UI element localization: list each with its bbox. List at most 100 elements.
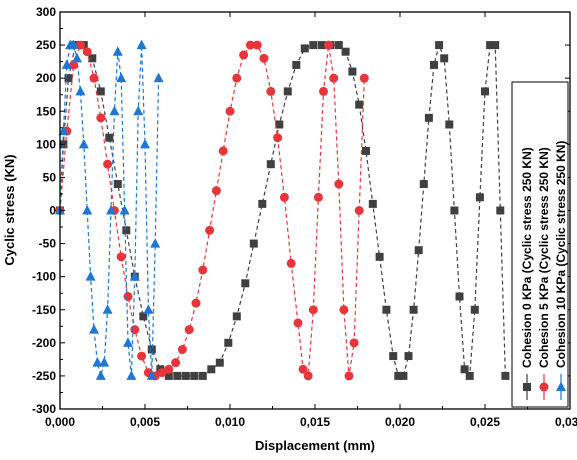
data-point	[339, 305, 349, 315]
data-point	[153, 72, 164, 83]
data-point	[147, 345, 156, 354]
data-point	[303, 371, 313, 381]
data-point	[293, 318, 303, 328]
data-point	[313, 192, 323, 202]
data-point	[455, 292, 464, 301]
data-point	[78, 138, 89, 149]
data-point	[424, 113, 433, 122]
legend-box	[511, 81, 569, 408]
data-point	[130, 325, 140, 335]
data-point	[133, 105, 144, 116]
legend-label: Cohesion 10 KPa (Cyclic stress 250 KN)	[554, 141, 568, 368]
data-point	[279, 192, 289, 202]
data-point	[92, 357, 103, 367]
series-3	[55, 39, 164, 380]
x-tick-label: 0,015	[300, 415, 330, 429]
y-axis-title: Cyclic stress (KN)	[2, 154, 17, 265]
data-point	[177, 344, 187, 354]
data-point	[348, 67, 357, 76]
data-point	[68, 39, 79, 50]
data-point	[334, 41, 343, 50]
data-point	[501, 371, 510, 380]
legend: Cohesion 0 KPa (Cyclic stress 250 KN) Coh…	[511, 81, 569, 408]
data-point	[58, 125, 69, 136]
y-tick-label: 100	[36, 137, 56, 151]
data-point	[362, 146, 370, 155]
data-point	[409, 305, 418, 314]
legend-marker	[523, 383, 531, 391]
data-point	[460, 365, 469, 374]
data-point	[259, 53, 269, 63]
data-point	[184, 325, 194, 335]
data-point	[224, 338, 233, 347]
data-point	[89, 324, 99, 334]
data-point	[225, 106, 235, 116]
data-point	[375, 252, 384, 261]
y-tick-label: -200	[32, 336, 56, 350]
data-point	[317, 41, 326, 50]
y-tick-label: -100	[32, 270, 56, 284]
data-point	[286, 258, 296, 268]
data-point	[116, 72, 127, 83]
data-point	[140, 138, 150, 149]
data-point	[123, 292, 133, 302]
data-point	[75, 40, 85, 50]
data-point	[334, 179, 344, 189]
axes: -300 -250 -200 -150 -100 -50 0 50 100 150 200 250 30…	[32, 5, 577, 429]
y-tick-label: 150	[36, 104, 56, 118]
data-point	[419, 180, 428, 189]
data-point	[470, 305, 479, 314]
data-point	[207, 365, 216, 374]
legend-marker	[556, 381, 566, 391]
data-point	[496, 206, 505, 215]
x-tick-label: 0,030	[555, 415, 577, 429]
x-tick-label: 0,025	[470, 415, 500, 429]
data-point	[96, 87, 105, 96]
data-point	[157, 368, 167, 378]
data-point	[198, 265, 208, 275]
data-point	[394, 371, 403, 380]
data-point	[382, 305, 391, 314]
data-point	[191, 298, 201, 308]
data-point	[258, 199, 267, 208]
legend-entry-2: Cohesion 5 KPa (Cyclic stress 250 KN)	[537, 147, 551, 400]
data-point	[252, 40, 262, 50]
data-point	[109, 105, 120, 116]
data-point	[164, 364, 174, 374]
data-point	[349, 338, 359, 348]
data-point	[266, 86, 276, 96]
data-point	[450, 206, 459, 215]
data-point	[273, 133, 283, 143]
y-tick-label: 50	[43, 170, 57, 184]
data-point	[435, 41, 444, 50]
data-point	[116, 252, 126, 262]
data-point	[414, 246, 423, 255]
x-tick-label: 0,010	[215, 415, 245, 429]
data-point	[344, 371, 354, 381]
data-point	[309, 41, 318, 50]
data-point	[368, 199, 377, 208]
data-point	[486, 41, 495, 50]
data-point	[283, 87, 292, 96]
legend-entry-1: Cohesion 0 KPa (Cyclic stress 250 KN)	[520, 147, 534, 400]
data-point	[106, 205, 116, 215]
data-point	[205, 225, 215, 235]
data-point	[69, 60, 79, 70]
data-point	[239, 50, 249, 60]
data-point	[324, 40, 334, 50]
data-point	[355, 100, 364, 109]
data-point	[354, 206, 364, 215]
data-point	[96, 113, 106, 123]
data-point	[89, 73, 99, 83]
legend-entry-3: Cohesion 10 KPa (Cyclic stress 250 KN)	[554, 141, 568, 400]
x-tick-label: 0,005	[130, 415, 160, 429]
data-point	[329, 73, 339, 83]
data-point	[399, 371, 408, 380]
data-point	[232, 312, 241, 321]
data-point	[164, 371, 173, 380]
y-tick-label: -150	[32, 303, 56, 317]
data-point	[389, 352, 398, 361]
data-point	[99, 357, 110, 367]
data-point	[139, 312, 148, 321]
data-point	[102, 304, 113, 314]
